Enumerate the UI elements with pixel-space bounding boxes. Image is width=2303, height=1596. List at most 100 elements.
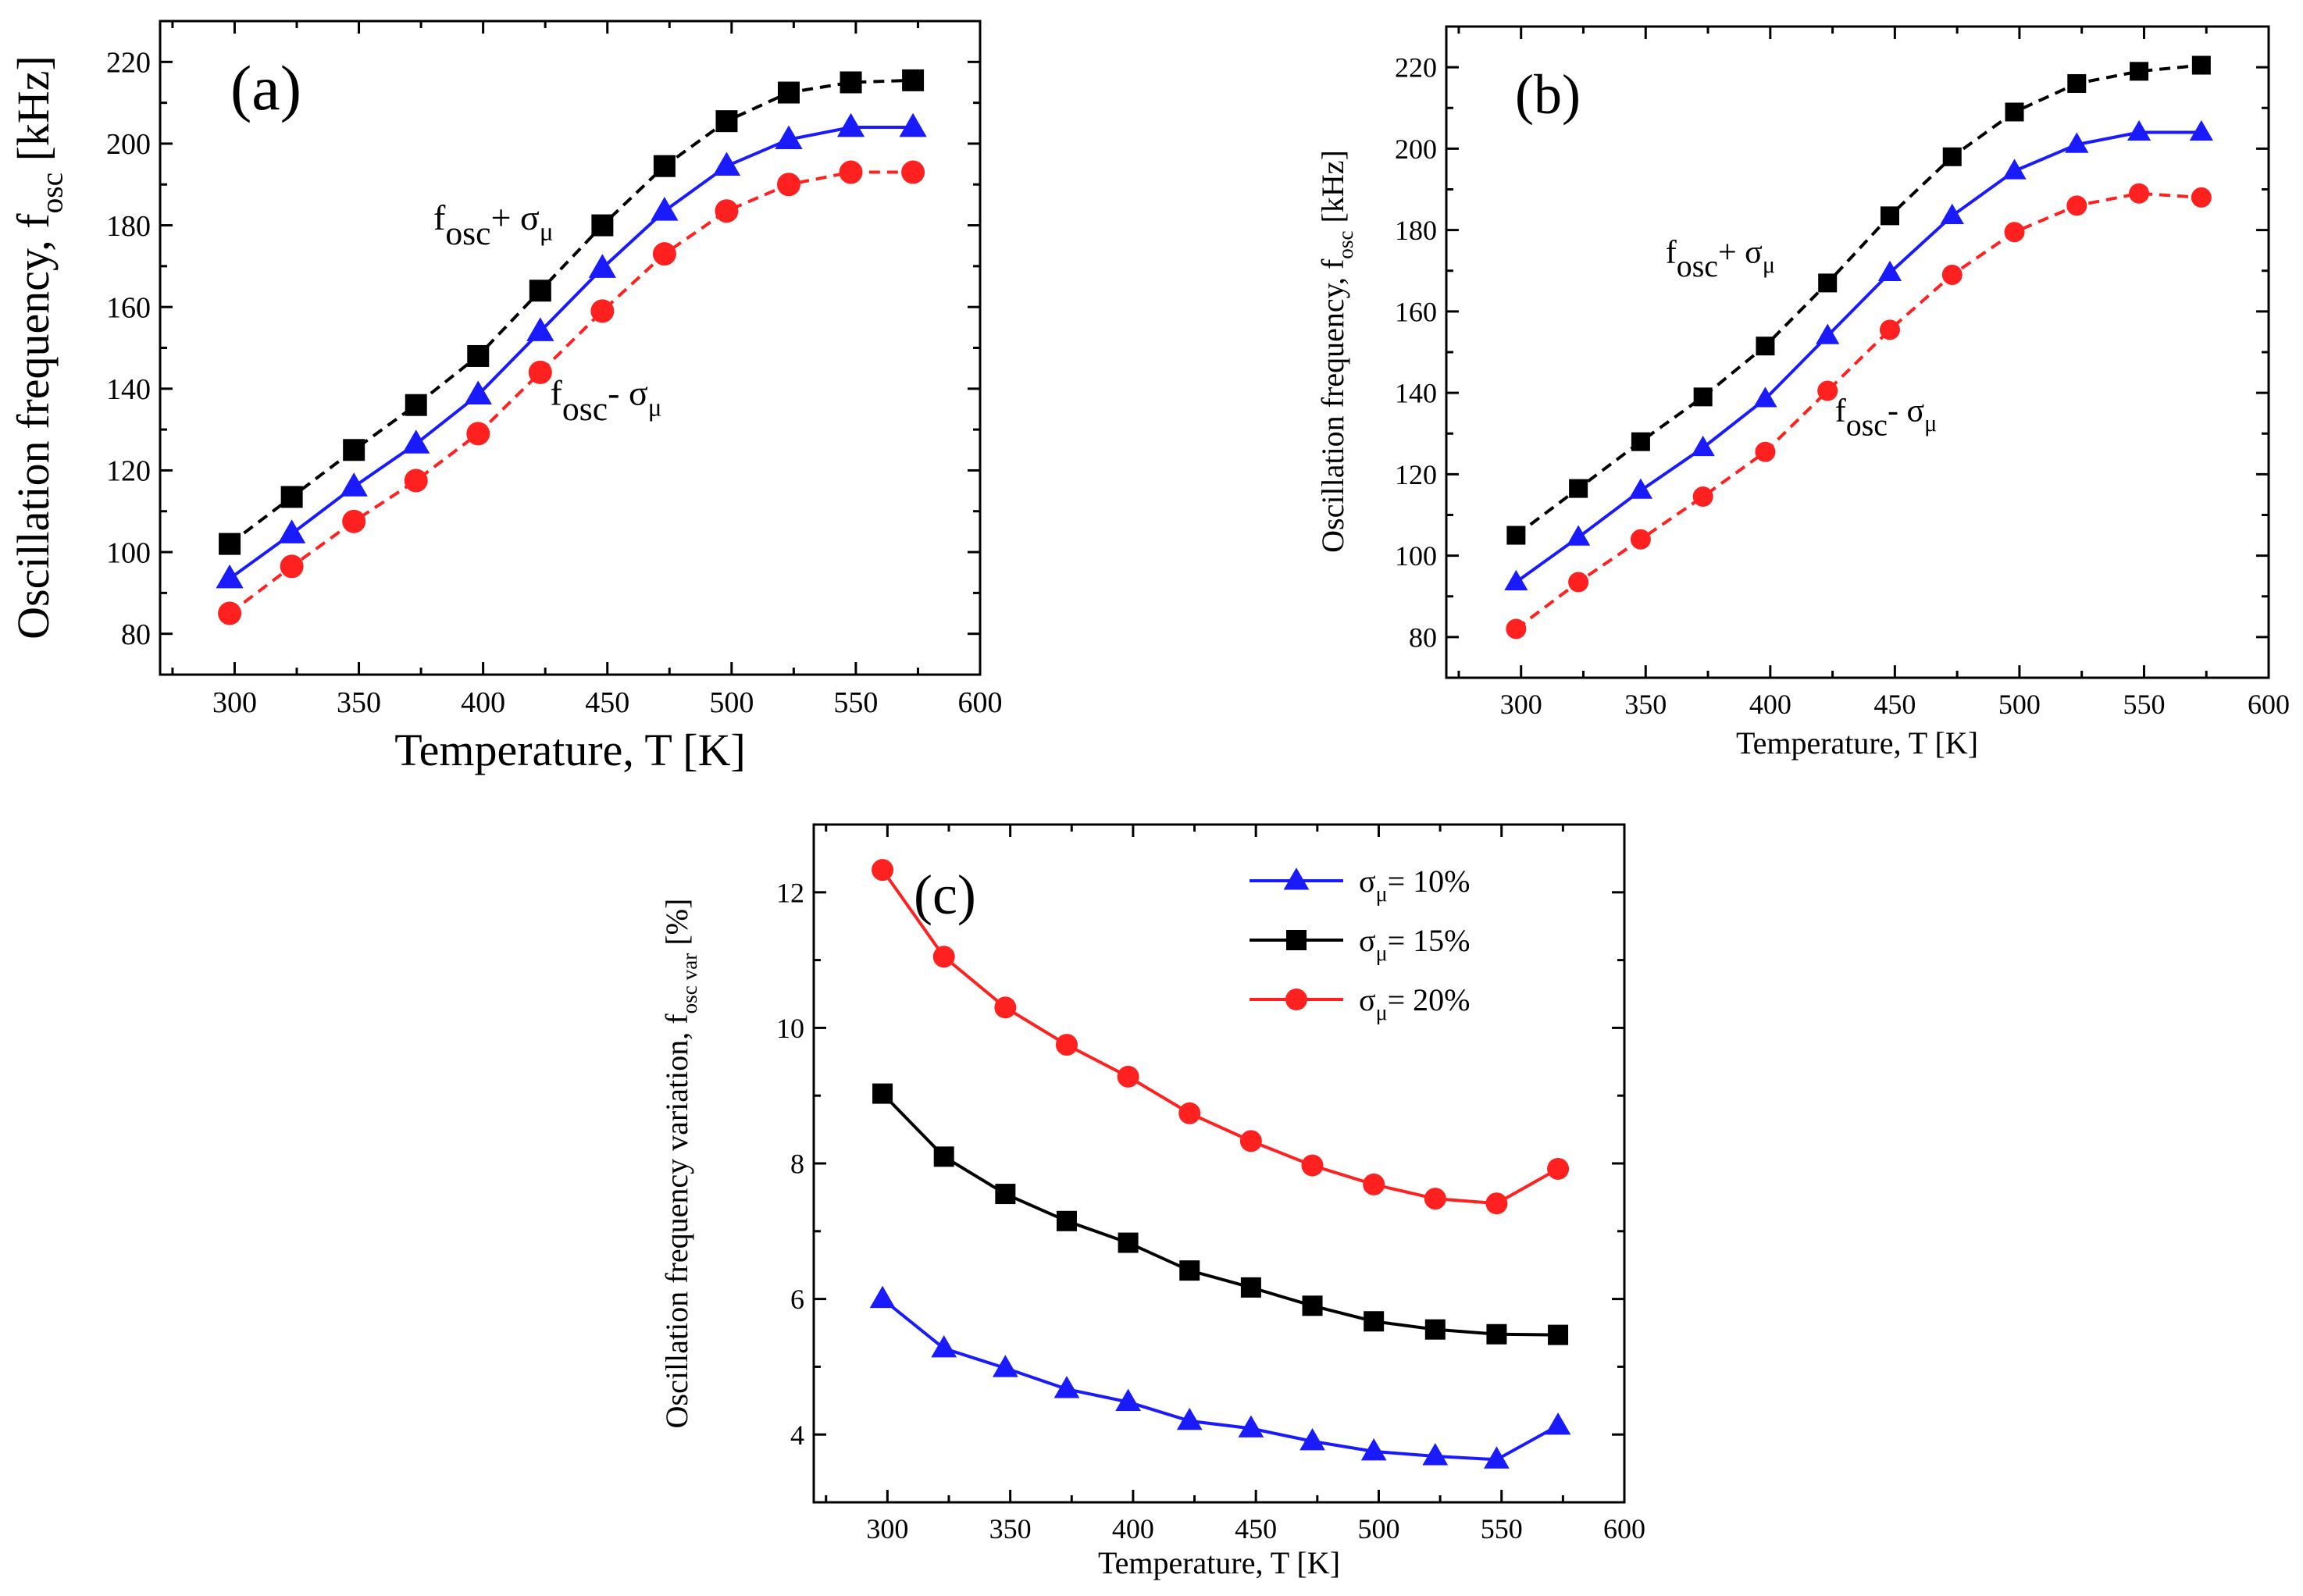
x-tick-label: 400: [1112, 1513, 1154, 1544]
series-line: [228, 78, 914, 546]
y-tick-label: 180: [106, 210, 151, 243]
x-axis-label: Temperature, T [K]: [394, 725, 746, 775]
x-tick-label: 550: [833, 686, 878, 719]
series-circle: [1506, 183, 2212, 639]
x-tick-label: 500: [709, 686, 754, 719]
annot-sym: σ: [520, 198, 540, 237]
x-tick-label: 550: [1481, 1513, 1523, 1544]
data-point: [1942, 147, 1962, 166]
series-line: [881, 869, 1560, 1206]
annot-sym: σ: [1906, 394, 1924, 429]
data-point: [467, 344, 490, 367]
legend-sym-sub: μ: [1376, 882, 1388, 907]
y-tick-label: 10: [776, 1013, 804, 1044]
x-tick-label: 550: [2123, 689, 2165, 720]
data-point: [902, 69, 925, 91]
annotation-plus: fosc+ σμ: [433, 198, 554, 252]
y-tick-label: 6: [790, 1284, 804, 1315]
data-point: [1879, 319, 1900, 340]
legend-sym-sub: μ: [1376, 1001, 1388, 1025]
data-point: [1486, 1323, 1507, 1345]
annotation-minus: fosc- σμ: [551, 373, 662, 428]
annot-base: f: [433, 198, 446, 237]
data-point: [872, 1083, 893, 1104]
x-tick-label: 600: [958, 686, 1003, 719]
data-point: [1424, 1319, 1446, 1340]
data-point: [1877, 260, 1902, 281]
data-point: [277, 519, 306, 543]
y-axis-label-main: Oscillation frequency variation, f: [659, 1014, 694, 1429]
series-square: [1506, 55, 2211, 545]
data-point: [466, 422, 490, 446]
y-tick-label: 120: [1395, 459, 1437, 490]
panel-b-chart: 300 350 400 450 500 550 600 80 100 120 140 160 180 20…: [1315, 25, 2290, 761]
series-line: [228, 126, 914, 580]
y-tick-label: 80: [121, 618, 151, 651]
y-tick-label: 200: [1395, 134, 1437, 165]
data-point: [1055, 1034, 1078, 1056]
y-tick-label: 12: [776, 877, 804, 908]
data-point: [901, 160, 925, 184]
data-point: [715, 110, 738, 133]
y-tick-label: 8: [790, 1149, 804, 1180]
data-point: [2191, 55, 2211, 75]
data-point: [1117, 1065, 1139, 1088]
data-point: [1880, 206, 1899, 226]
data-point: [280, 554, 304, 579]
data-point: [1756, 337, 1775, 356]
series-circle: [218, 160, 925, 625]
data-point: [1940, 203, 1964, 224]
data-point: [1568, 572, 1589, 593]
y-axis-label-unit: [kHz]: [8, 55, 59, 173]
data-point: [2189, 119, 2213, 141]
data-point: [932, 946, 955, 968]
data-point: [1753, 387, 1777, 408]
data-point: [651, 197, 679, 221]
x-tick-label: 500: [1998, 689, 2041, 720]
data-point: [653, 155, 676, 177]
y-tick-label: 160: [106, 291, 151, 324]
data-point: [1631, 432, 1650, 451]
x-tick-label: 600: [2248, 689, 2290, 720]
legend-value: = 15%: [1388, 923, 1471, 958]
data-point: [1566, 525, 1591, 546]
data-point: [402, 429, 430, 454]
data-point: [1176, 1407, 1203, 1430]
data-point: [1755, 441, 1776, 462]
x-tick-label: 300: [866, 1513, 908, 1544]
data-point: [2004, 222, 2025, 243]
data-point: [2066, 195, 2087, 216]
y-tick-label: 4: [790, 1420, 804, 1451]
data-point: [899, 112, 927, 137]
x-tick-label: 450: [1873, 689, 1916, 720]
data-point: [2067, 73, 2087, 93]
series-line: [881, 1092, 1559, 1337]
legend-sym: σ: [1359, 864, 1376, 899]
y-axis-label-main: Oscillation frequency, f: [8, 213, 59, 639]
y-axis-label: Oscillation frequency, fosc [kHz]: [1315, 150, 1357, 553]
data-point: [1506, 525, 1526, 545]
data-point: [1422, 1443, 1449, 1466]
annot-sym-sub: μ: [1924, 410, 1937, 436]
data-point: [1547, 1157, 1570, 1180]
x-tick-label: 500: [1357, 1513, 1399, 1544]
data-point: [1691, 435, 1715, 457]
data-point: [1548, 1324, 1569, 1345]
x-tick-label: 600: [1603, 1513, 1645, 1544]
legend-marker: [1285, 989, 1307, 1010]
data-point: [1299, 1427, 1325, 1451]
data-point: [995, 1184, 1016, 1205]
data-point: [1118, 1232, 1139, 1253]
data-point: [590, 299, 615, 323]
annot-sym-sub: μ: [648, 394, 662, 422]
data-point: [343, 439, 365, 461]
legend-marker: [1283, 867, 1310, 890]
data-point: [1485, 1192, 1508, 1215]
data-point: [340, 472, 368, 497]
legend-value: = 10%: [1388, 864, 1471, 899]
data-point: [836, 112, 865, 137]
data-point: [1364, 1311, 1385, 1332]
data-point: [1302, 1295, 1323, 1316]
data-point: [869, 1285, 896, 1309]
